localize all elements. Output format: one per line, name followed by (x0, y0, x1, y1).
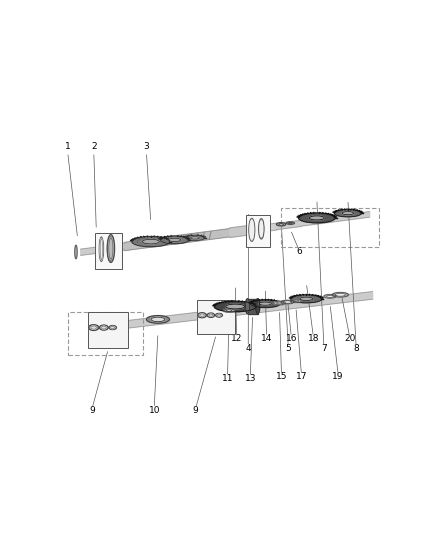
Text: 18: 18 (307, 334, 319, 343)
Text: 16: 16 (286, 334, 297, 343)
Ellipse shape (256, 298, 260, 313)
Ellipse shape (209, 314, 213, 316)
Ellipse shape (276, 223, 286, 226)
Text: 10: 10 (148, 407, 160, 415)
Bar (68, 312, 142, 355)
Ellipse shape (91, 326, 96, 329)
Ellipse shape (286, 222, 294, 224)
Ellipse shape (279, 223, 283, 225)
Bar (197, 300, 235, 334)
Polygon shape (276, 220, 301, 230)
Text: 14: 14 (261, 334, 272, 343)
Ellipse shape (281, 300, 294, 304)
Ellipse shape (259, 302, 272, 305)
Ellipse shape (250, 221, 254, 239)
Ellipse shape (288, 222, 293, 224)
Ellipse shape (273, 301, 286, 305)
Ellipse shape (88, 325, 99, 330)
Bar (88, 312, 128, 348)
Ellipse shape (185, 235, 205, 240)
Ellipse shape (217, 314, 221, 316)
Ellipse shape (75, 245, 77, 259)
Ellipse shape (291, 295, 322, 303)
Ellipse shape (100, 239, 102, 260)
Text: 9: 9 (193, 407, 198, 415)
Ellipse shape (249, 219, 255, 241)
Ellipse shape (109, 238, 113, 259)
Ellipse shape (142, 239, 159, 244)
Ellipse shape (132, 237, 170, 247)
Ellipse shape (309, 216, 324, 220)
Text: 15: 15 (276, 373, 287, 382)
Ellipse shape (169, 238, 180, 241)
Ellipse shape (334, 209, 361, 217)
Ellipse shape (111, 327, 115, 329)
Ellipse shape (102, 326, 106, 329)
Text: 8: 8 (353, 344, 359, 353)
Ellipse shape (146, 316, 170, 323)
Ellipse shape (276, 302, 283, 304)
Ellipse shape (290, 300, 301, 303)
Bar (282, 207, 378, 247)
Ellipse shape (246, 298, 250, 313)
Ellipse shape (207, 313, 215, 318)
Ellipse shape (214, 301, 256, 312)
Ellipse shape (258, 219, 264, 239)
Text: 2: 2 (91, 142, 97, 151)
Polygon shape (127, 292, 373, 328)
Polygon shape (81, 244, 124, 255)
Ellipse shape (191, 237, 199, 239)
Polygon shape (124, 229, 230, 251)
Bar (246, 215, 270, 247)
Ellipse shape (99, 325, 108, 330)
Ellipse shape (336, 293, 346, 296)
Text: 6: 6 (296, 247, 302, 256)
Ellipse shape (298, 213, 335, 223)
Text: 12: 12 (231, 334, 242, 343)
Ellipse shape (223, 309, 234, 312)
Ellipse shape (99, 237, 103, 261)
Ellipse shape (251, 300, 280, 308)
Ellipse shape (342, 212, 353, 215)
Text: 19: 19 (332, 373, 344, 382)
Ellipse shape (226, 304, 245, 309)
Ellipse shape (109, 326, 117, 329)
Text: 5: 5 (286, 344, 291, 353)
Ellipse shape (300, 297, 313, 301)
Text: 7: 7 (321, 344, 327, 353)
Text: 13: 13 (244, 374, 256, 383)
Ellipse shape (332, 293, 349, 297)
Polygon shape (247, 298, 258, 313)
Ellipse shape (160, 236, 189, 244)
Text: 11: 11 (222, 374, 233, 383)
Polygon shape (230, 225, 254, 238)
Ellipse shape (226, 310, 232, 311)
Ellipse shape (283, 301, 292, 303)
Ellipse shape (260, 221, 263, 237)
Ellipse shape (215, 313, 223, 317)
Text: 9: 9 (89, 407, 95, 415)
Text: 3: 3 (144, 142, 149, 151)
Ellipse shape (200, 314, 204, 317)
Polygon shape (301, 212, 370, 226)
Ellipse shape (151, 317, 165, 321)
Ellipse shape (324, 295, 336, 298)
Text: 4: 4 (245, 344, 251, 353)
Ellipse shape (327, 295, 333, 297)
Polygon shape (254, 223, 276, 233)
Bar (95, 233, 122, 269)
Text: 1: 1 (65, 142, 71, 151)
Ellipse shape (107, 235, 115, 262)
Ellipse shape (293, 300, 299, 302)
Text: 20: 20 (344, 334, 355, 343)
Ellipse shape (198, 313, 206, 318)
Text: 17: 17 (296, 373, 307, 382)
